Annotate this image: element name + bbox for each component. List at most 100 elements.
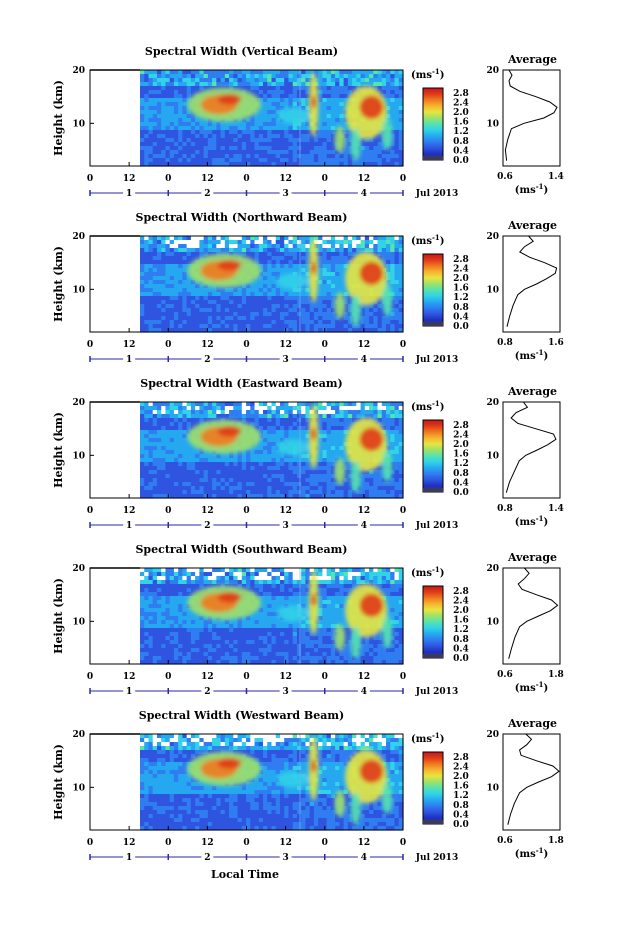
average-x-tick-label: 1.8 xyxy=(548,836,564,846)
y-axis-label: Height (km) xyxy=(52,80,65,156)
y-axis-label: Height (km) xyxy=(52,246,65,322)
x-tick-label: 0 xyxy=(243,340,249,350)
y-axis-label: Height (km) xyxy=(52,578,65,654)
average-y-tick-label: 20 xyxy=(486,66,499,76)
x-tick-label: 0 xyxy=(87,838,93,848)
x-tick-label: 0 xyxy=(165,340,171,350)
average-y-tick-label: 10 xyxy=(486,119,499,129)
day-tick-label: 2 xyxy=(204,687,210,697)
x-tick-label: 12 xyxy=(279,838,292,848)
panel-title: Spectral Width (Westward Beam) xyxy=(139,709,344,722)
x-tick-label: 0 xyxy=(165,672,171,682)
colorbar-gradient xyxy=(422,585,444,659)
average-frame xyxy=(502,69,561,167)
colorbar-tick-label: 2.0 xyxy=(453,108,469,118)
colorbar-tick-label: 0.8 xyxy=(453,303,469,313)
day-tick-label: 1 xyxy=(126,687,132,697)
x-tick-label: 12 xyxy=(123,506,136,516)
colorbar-tick-label: 1.2 xyxy=(453,459,469,469)
panel-2: Spectral Width (Northward Beam)2010Heigh… xyxy=(52,211,564,365)
average-unit: (ms-1) xyxy=(515,348,548,362)
colorbar-tick-label: 1.6 xyxy=(453,284,469,294)
colorbar-gradient xyxy=(422,87,444,161)
x-tick-label: 0 xyxy=(87,506,93,516)
average-y-tick-label: 20 xyxy=(486,730,499,740)
heatmap-features xyxy=(187,736,393,825)
colorbar-tick-label: 2.0 xyxy=(453,274,469,284)
heatmap-field xyxy=(140,734,404,831)
average-x-tick-label: 1.4 xyxy=(548,504,564,514)
heatmap-features xyxy=(187,404,393,493)
x-tick-label: 12 xyxy=(123,340,136,350)
colorbar-tick-label: 2.8 xyxy=(453,255,469,265)
heatmap-field xyxy=(140,236,404,333)
panel-4: Spectral Width (Southward Beam)2010Heigh… xyxy=(52,543,564,697)
y-tick-label: 20 xyxy=(72,730,85,740)
x-tick-label: 0 xyxy=(243,672,249,682)
panel-5: Spectral Width (Westward Beam)2010Height… xyxy=(52,709,564,863)
day-axis: 1 2 3 4 xyxy=(89,353,404,365)
date-label: Jul 2013 xyxy=(415,521,458,531)
colorbar-tick-label: 1.2 xyxy=(453,293,469,303)
heatmap-cells xyxy=(140,402,404,499)
colorbar-tick-label: 0.0 xyxy=(453,820,469,830)
colorbar-tick-label: 2.8 xyxy=(453,587,469,597)
colorbar-unit: (ms-1) xyxy=(411,731,444,745)
colorbar-tick-label: 1.2 xyxy=(453,127,469,137)
day-tick-label: 3 xyxy=(282,521,288,531)
day-tick-label: 1 xyxy=(126,189,132,199)
panel-3: Spectral Width (Eastward Beam) 20 10 Height… xyxy=(52,377,564,531)
x-tick-label: 12 xyxy=(201,174,214,184)
average-x-tick-label: 0.8 xyxy=(497,504,513,514)
x-tick-label: 0 xyxy=(243,838,249,848)
colorbar-tick-label: 1.6 xyxy=(453,616,469,626)
day-tick-label: 2 xyxy=(204,853,210,863)
colorbar-tick-label: 1.2 xyxy=(453,791,469,801)
heatmap-features xyxy=(187,72,393,161)
average-profile: Average 20 10 0.8 1.6(ms-1) xyxy=(486,219,563,362)
average-line xyxy=(505,401,557,493)
colorbar-gradient xyxy=(422,253,444,327)
colorbar-tick-label: 0.0 xyxy=(453,322,469,332)
average-unit: (ms-1) xyxy=(515,182,548,196)
date-label: Jul 2013 xyxy=(415,687,458,697)
colorbar-tick-label: 0.4 xyxy=(453,478,469,488)
y-tick-label: 20 xyxy=(72,398,85,408)
average-y-tick-label: 20 xyxy=(486,398,499,408)
average-title: Average xyxy=(507,219,557,232)
colorbar-tick-label: 0.0 xyxy=(453,654,469,664)
y-axis-label: Height (km) xyxy=(52,412,65,488)
colorbar-tick-label: 2.4 xyxy=(453,762,469,772)
x-tick-label: 0 xyxy=(322,672,328,682)
average-x-tick-label: 0.6 xyxy=(497,172,513,182)
day-tick-label: 4 xyxy=(361,355,367,365)
average-profile: Average 20 10 0.6 1.8(ms-1) xyxy=(486,551,563,694)
average-title: Average xyxy=(507,717,557,730)
colorbar-tick-label: 0.8 xyxy=(453,635,469,645)
x-tick-label: 12 xyxy=(279,174,292,184)
heatmap-field xyxy=(140,568,404,665)
y-tick-label: 10 xyxy=(72,617,85,627)
panel-title: Spectral Width (Eastward Beam) xyxy=(140,377,342,390)
colorbar-tick-label: 0.4 xyxy=(453,644,469,654)
panels-group: Spectral Width (Vertical Beam)2010Height… xyxy=(52,45,564,863)
date-label: Jul 2013 xyxy=(415,189,458,199)
colorbar-tick-label: 2.4 xyxy=(453,264,469,274)
colorbar-unit: (ms-1) xyxy=(411,233,444,247)
y-tick-label: 10 xyxy=(72,451,85,461)
heatmap-field xyxy=(140,402,404,499)
panel-title: Spectral Width (Northward Beam) xyxy=(136,211,348,224)
average-line xyxy=(506,235,558,327)
x-tick-label: 0 xyxy=(87,340,93,350)
colorbar-unit: (ms-1) xyxy=(411,399,444,413)
average-y-tick-label: 10 xyxy=(486,451,499,461)
x-tick-label: 0 xyxy=(165,174,171,184)
average-frame xyxy=(502,401,561,499)
y-tick-label: 20 xyxy=(72,66,85,76)
x-tick-label: 12 xyxy=(358,672,371,682)
x-tick-label: 12 xyxy=(201,838,214,848)
x-tick-label: 12 xyxy=(358,174,371,184)
colorbar-tick-label: 1.6 xyxy=(453,782,469,792)
colorbar: (ms-1) 2.82.42.01.61.20.80.40.0 xyxy=(411,67,469,166)
colorbar-unit: (ms-1) xyxy=(411,67,444,81)
